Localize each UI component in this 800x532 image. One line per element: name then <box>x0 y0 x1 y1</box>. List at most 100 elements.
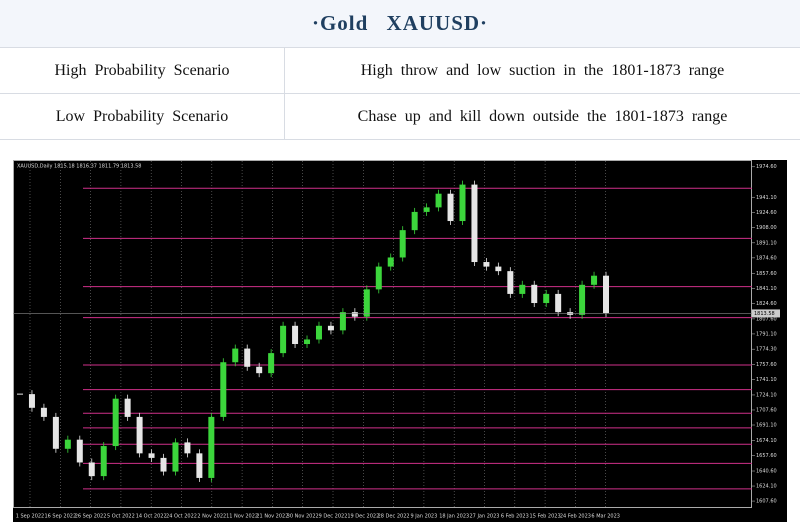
plot-frame <box>13 160 752 508</box>
candle <box>375 266 382 290</box>
cell: Low Probability Scenario <box>0 93 285 140</box>
candle <box>315 325 322 340</box>
candle <box>112 398 119 447</box>
y-tick-label: 1607.60 <box>756 499 777 505</box>
y-tick-label: 1691.10 <box>756 423 777 429</box>
y-tick-label: 1908.00 <box>756 225 777 231</box>
y-tick-label: 1924.60 <box>756 210 777 216</box>
date-label: 30 Nov 2022 <box>287 514 319 520</box>
date-label: 6 Mar 2023 <box>591 514 620 520</box>
candle <box>423 207 430 212</box>
candle <box>232 348 239 363</box>
y-tick-label: 1807.60 <box>756 316 777 322</box>
y-tick-label: 1724.10 <box>756 392 777 398</box>
candle <box>88 462 95 477</box>
date-label: 24 Feb 2023 <box>560 514 591 520</box>
chart-background <box>13 160 787 522</box>
candle <box>363 289 370 317</box>
candle <box>579 284 586 315</box>
date-label: 26 Sep 2022 <box>75 514 107 520</box>
candle <box>136 416 143 454</box>
date-label: 5 Oct 2022 <box>107 514 135 520</box>
chart-info: XAUUSD,Daily 1815.18 1816.37 1811.79 181… <box>17 164 142 170</box>
candle <box>411 211 418 231</box>
candle <box>304 339 311 345</box>
date-label: 15 Feb 2023 <box>530 514 561 520</box>
date-label: 9 Jan 2023 <box>411 514 438 520</box>
y-tick-label: 1624.10 <box>756 484 777 490</box>
candle <box>591 275 598 285</box>
y-tick-label: 1941.10 <box>756 195 777 201</box>
last-price-tag <box>752 309 780 318</box>
candle <box>256 366 263 374</box>
cell: Chase up and kill down outside the 1801-… <box>284 93 800 140</box>
date-label: 27 Jan 2023 <box>470 514 500 520</box>
y-tick-label: 1674.10 <box>756 438 777 444</box>
date-label: 2 Nov 2022 <box>197 514 226 520</box>
candle <box>495 266 502 272</box>
candle <box>172 442 179 472</box>
row: Low Probability Scenario Chase up and kil… <box>0 93 800 140</box>
y-tick-label: 1891.10 <box>756 240 777 246</box>
date-label: 11 Nov 2022 <box>226 514 258 520</box>
candle <box>399 230 406 258</box>
candle <box>196 453 203 478</box>
candle <box>160 457 167 472</box>
date-label: 16 Sep 2022 <box>44 514 76 520</box>
candle <box>52 416 59 449</box>
y-tick-label: 1707.60 <box>756 407 777 413</box>
date-label: 21 Nov 2022 <box>256 514 288 520</box>
candle <box>124 398 131 417</box>
y-tick-label: 1791.10 <box>756 331 777 337</box>
date-label: 9 Dec 2022 <box>319 514 348 520</box>
date-label: 24 Oct 2022 <box>166 514 197 520</box>
row: High Probability Scenario High throw and … <box>0 47 800 94</box>
y-tick-label: 1974.60 <box>756 164 777 170</box>
candle <box>40 407 47 417</box>
candle <box>100 446 107 477</box>
candle <box>208 416 215 478</box>
y-tick-label: 1857.60 <box>756 271 777 277</box>
cell: High throw and low suction in the 1801-1… <box>284 47 800 94</box>
candle <box>268 353 275 374</box>
candle <box>555 293 562 313</box>
date-label: 28 Dec 2022 <box>378 514 410 520</box>
date-label: 19 Dec 2022 <box>347 514 379 520</box>
date-label: 18 Jan 2023 <box>439 514 469 520</box>
candle <box>459 184 466 222</box>
candle <box>220 362 227 417</box>
cell: High Probability Scenario <box>0 47 285 94</box>
date-label: 6 Feb 2023 <box>501 514 529 520</box>
y-tick-label: 1874.60 <box>756 255 777 261</box>
candle <box>339 312 346 331</box>
title: ·Gold XAUUSD· <box>0 0 800 47</box>
candle <box>280 325 287 354</box>
y-tick-label: 1841.10 <box>756 286 777 292</box>
last-price-label: 1813.58 <box>754 311 775 317</box>
date-label: 1 Sep 2022 <box>16 514 45 520</box>
y-tick-label: 1657.60 <box>756 453 777 459</box>
y-tick-label: 1757.60 <box>756 362 777 368</box>
candle <box>28 394 35 408</box>
candle <box>76 439 83 463</box>
candle <box>64 439 71 449</box>
candle <box>148 453 155 458</box>
y-tick-label: 1741.10 <box>756 377 777 383</box>
candle <box>184 442 191 454</box>
candle <box>292 325 299 345</box>
candle <box>244 348 251 367</box>
scenario-table: High Probability Scenario High throw and … <box>0 47 800 140</box>
candle <box>327 325 334 331</box>
candle <box>435 193 442 208</box>
price-chart: XAUUSD,Daily 1815.18 1816.37 1811.79 181… <box>13 160 787 522</box>
candle <box>519 284 526 294</box>
candle <box>387 257 394 267</box>
date-label: 14 Oct 2022 <box>136 514 167 520</box>
candle <box>483 262 490 267</box>
y-tick-label: 1640.60 <box>756 469 777 475</box>
candle <box>543 293 550 304</box>
y-tick-label: 1824.60 <box>756 301 777 307</box>
candle <box>351 312 358 317</box>
candle <box>531 284 538 304</box>
